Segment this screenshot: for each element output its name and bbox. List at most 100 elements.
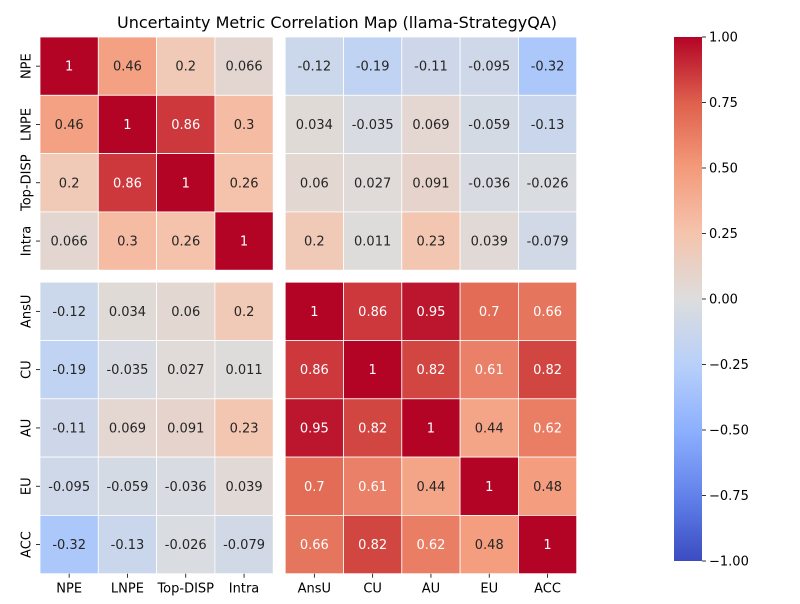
column-label: NPE <box>56 582 82 597</box>
heatmap-cell <box>401 94 461 155</box>
colorbar-tick-label: 0.25 <box>709 227 738 242</box>
cell-value-label: 0.66 <box>533 305 562 320</box>
cell-value-label: 0.86 <box>300 363 329 378</box>
cell-value-label: 1 <box>485 480 493 495</box>
colorbar-gradient <box>674 37 702 561</box>
cell-value-label: 0.61 <box>475 363 504 378</box>
row-label: LNPE <box>20 108 35 141</box>
heatmap-cell <box>156 456 216 516</box>
colorbar-tick-label: 0.75 <box>709 96 738 111</box>
cell-value-label: 1 <box>123 118 131 133</box>
cell-value-label: -0.11 <box>414 60 448 75</box>
heatmap-cell <box>401 153 461 213</box>
cell-value-label: 0.066 <box>51 235 88 250</box>
colorbar-tick-label: 0.50 <box>709 162 738 177</box>
heatmap-cells <box>39 36 578 575</box>
heatmap-cell <box>284 36 344 96</box>
cell-value-label: -0.026 <box>165 538 207 553</box>
cell-value-label: 0.95 <box>300 421 329 436</box>
cell-value-label: 1 <box>369 363 377 378</box>
cell-value-label: -0.11 <box>52 421 86 436</box>
heatmap-cell <box>343 456 403 516</box>
heatmap-cell <box>156 36 216 96</box>
cell-value-label: 0.066 <box>225 60 262 75</box>
heatmap-cell <box>156 281 216 341</box>
cell-value-label: 0.027 <box>167 363 204 378</box>
heatmap-cell <box>39 94 99 155</box>
cell-value-label: 0.7 <box>479 305 500 320</box>
heatmap-cell <box>214 340 274 400</box>
heatmap-cell <box>97 281 158 341</box>
cell-value-label: 1 <box>240 235 248 250</box>
row-label: ACC <box>20 531 35 558</box>
cell-value-label: 0.82 <box>416 363 445 378</box>
colorbar-tick-label: −0.75 <box>709 489 749 504</box>
column-label: Intra <box>229 582 259 597</box>
cell-value-label: 0.3 <box>117 235 138 250</box>
cell-value-label: 0.7 <box>304 480 325 495</box>
heatmap-cell <box>156 515 216 575</box>
cell-value-label: 0.23 <box>230 421 259 436</box>
heatmap-cell <box>39 456 99 516</box>
cell-value-label: -0.13 <box>111 538 145 553</box>
heatmap-cell <box>39 36 99 96</box>
row-labels: NPE LNPE Top-DISP Intra AnsU CU AU EU ACC <box>20 53 40 558</box>
heatmap-cell <box>97 211 158 271</box>
heatmap-cell <box>214 94 274 155</box>
heatmap-cell <box>401 281 461 341</box>
heatmap-value-labels: 1 0.46 0.2 0.066 -0.12 -0.19 -0.11 -0.095 -0.32 0… <box>48 60 568 553</box>
cell-value-label: 0.23 <box>416 235 445 250</box>
column-label: EU <box>480 582 498 597</box>
cell-value-label: -0.19 <box>52 363 86 378</box>
cell-value-label: -0.13 <box>531 118 565 133</box>
heatmap-cell <box>39 211 99 271</box>
colorbar-tick-label: −0.25 <box>709 358 749 373</box>
heatmap-cell <box>156 340 216 400</box>
cell-value-label: 0.2 <box>59 176 80 191</box>
row-label: AnsU <box>20 295 35 328</box>
colorbar-tick-label: −0.50 <box>709 424 749 439</box>
cell-value-label: 0.44 <box>475 421 504 436</box>
cell-value-label: -0.12 <box>298 60 332 75</box>
column-label: AnsU <box>298 582 331 597</box>
heatmap-cell <box>284 456 344 516</box>
cell-value-label: 0.3 <box>234 118 255 133</box>
heatmap-cell <box>97 515 158 575</box>
row-label: Top-DISP <box>20 154 35 212</box>
heatmap-cell <box>518 456 578 516</box>
cell-value-label: 0.86 <box>113 176 142 191</box>
cell-value-label: 0.82 <box>533 363 562 378</box>
heatmap-cell <box>39 515 99 575</box>
row-label: EU <box>20 477 35 495</box>
heatmap-cell <box>401 398 461 458</box>
cell-value-label: 0.86 <box>358 305 387 320</box>
heatmap-cell <box>518 153 578 213</box>
cell-value-label: -0.036 <box>165 480 207 495</box>
cell-value-label: 1 <box>427 421 435 436</box>
cell-value-label: 0.039 <box>225 480 262 495</box>
chart-title: Uncertainty Metric Correlation Map (llam… <box>117 13 557 32</box>
heatmap-cell <box>97 340 158 400</box>
cell-value-label: -0.32 <box>531 60 565 75</box>
row-label: NPE <box>20 53 35 79</box>
cell-value-label: -0.035 <box>106 363 148 378</box>
cell-value-label: 1 <box>182 176 190 191</box>
heatmap-cell <box>97 36 158 96</box>
cell-value-label: 0.86 <box>171 118 200 133</box>
cell-value-label: -0.059 <box>106 480 148 495</box>
heatmap-cell <box>459 211 519 271</box>
heatmap-cell <box>459 94 519 155</box>
heatmap-cell <box>39 340 99 400</box>
cell-value-label: 1 <box>310 305 318 320</box>
heatmap-cell <box>214 456 274 516</box>
cell-value-label: 0.027 <box>354 176 391 191</box>
heatmap-cell <box>518 515 578 575</box>
cell-value-label: -0.079 <box>527 235 569 250</box>
heatmap-cell <box>401 515 461 575</box>
row-label: AU <box>20 419 35 437</box>
cell-value-label: 0.62 <box>533 421 562 436</box>
colorbar-tick-label: 1.00 <box>709 31 738 46</box>
heatmap-cell <box>518 340 578 400</box>
row-label: Intra <box>20 226 35 256</box>
heatmap-cell <box>214 515 274 575</box>
